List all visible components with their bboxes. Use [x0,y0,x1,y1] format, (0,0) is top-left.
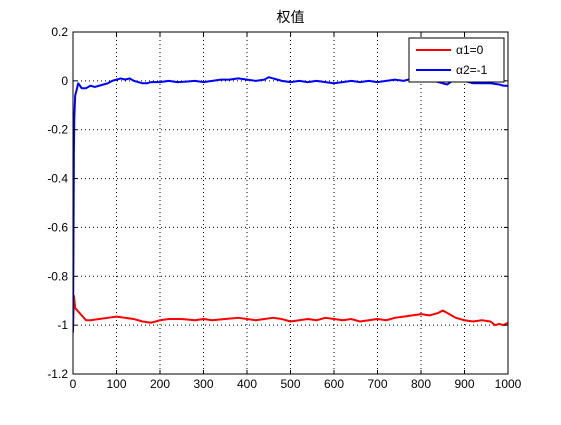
legend: α1=0 α2=-1 [408,37,505,83]
y-tick-label: -0.6 [47,220,68,234]
series-line-1 [73,294,508,331]
x-tick-label: 700 [367,377,387,391]
y-tick-label: -1.2 [47,367,68,381]
chart-title: 权值 [277,9,305,25]
x-tick-label: 100 [106,377,126,391]
grid-lines [73,32,508,374]
x-tick-label: 1000 [495,377,522,391]
x-tick-label: 900 [454,377,474,391]
x-tick-label: 500 [280,377,300,391]
x-tick-label: 800 [411,377,431,391]
x-tick-label: 600 [324,377,344,391]
x-tick-label: 300 [193,377,213,391]
x-tick-label: 0 [70,377,77,391]
y-tick-label: -0.8 [47,269,68,283]
legend-label-series-2: α2=-1 [456,63,488,77]
x-tick-label: 400 [237,377,257,391]
axis-ticks [72,31,509,375]
y-tick-label: 0 [61,74,68,88]
y-tick-label: -0.2 [47,123,68,137]
y-tick-label: -1 [57,318,68,332]
y-tick-label: -0.4 [47,172,68,186]
x-tick-label: 200 [150,377,170,391]
legend-box [408,37,505,83]
legend-label-series-1: α1=0 [456,43,484,57]
y-tick-label: 0.2 [51,25,68,39]
y-axis-tick-labels: 0.2 0 -0.2 -0.4 -0.6 -0.8 -1 -1.2 [47,25,68,381]
x-axis-tick-labels: 0 100 200 300 400 500 600 700 800 900 1000 [70,377,522,391]
